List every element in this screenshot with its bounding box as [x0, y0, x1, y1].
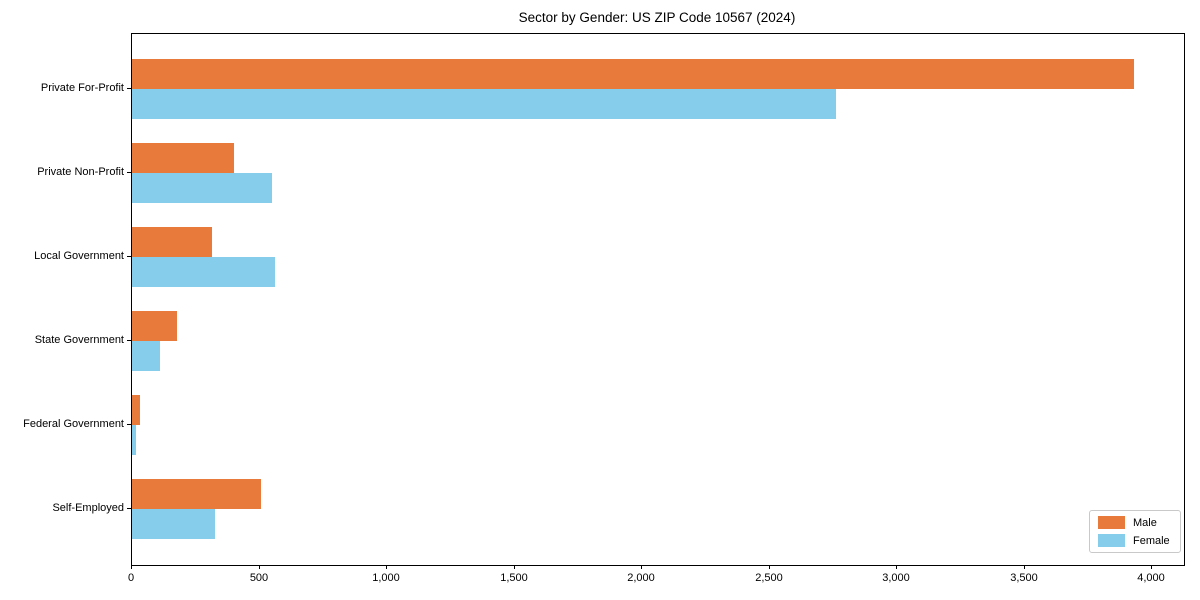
legend-item-male: Male [1098, 516, 1170, 529]
bar-male-private-non-profit [132, 143, 234, 173]
bar-female-private-non-profit [132, 173, 272, 203]
bar-female-federal-government [132, 425, 136, 455]
x-tick-mark [514, 565, 515, 569]
bar-male-federal-government [132, 395, 140, 425]
y-tick-label-self-employed: Self-Employed [52, 502, 124, 514]
x-tick-label-1-000: 1,000 [372, 572, 400, 584]
bar-female-state-government [132, 341, 160, 371]
x-tick-label-0: 0 [127, 572, 135, 584]
legend-swatch-male [1098, 516, 1125, 529]
bar-male-local-government [132, 227, 212, 257]
legend-label-male: Male [1133, 516, 1157, 529]
y-tick-label-private-for-profit: Private For-Profit [40, 82, 124, 94]
x-tick-mark [1151, 565, 1152, 569]
x-tick-mark [641, 565, 642, 569]
bar-male-private-for-profit [132, 59, 1134, 89]
y-tick-mark [127, 256, 131, 257]
y-tick-mark [127, 172, 131, 173]
x-tick-label-2-500: 2,500 [755, 572, 783, 584]
x-tick-label-1-500: 1,500 [500, 572, 528, 584]
x-tick-label-3-500: 3,500 [1010, 572, 1038, 584]
y-tick-mark [127, 508, 131, 509]
x-tick-mark [896, 565, 897, 569]
x-tick-mark [131, 565, 132, 569]
legend-label-female: Female [1133, 534, 1170, 547]
legend: Male Female [1089, 510, 1181, 553]
bar-female-private-for-profit [132, 89, 836, 119]
bar-male-state-government [132, 311, 177, 341]
bar-female-local-government [132, 257, 275, 287]
y-tick-mark [127, 340, 131, 341]
chart-title: Sector by Gender: US ZIP Code 10567 (202… [518, 10, 796, 25]
x-tick-label-3-000: 3,000 [882, 572, 910, 584]
x-tick-label-2-000: 2,000 [627, 572, 655, 584]
bar-male-self-employed [132, 479, 261, 509]
plot-area [131, 33, 1185, 566]
x-tick-mark [259, 565, 260, 569]
x-tick-label-4-000: 4,000 [1137, 572, 1165, 584]
y-tick-label-federal-government: Federal Government [23, 418, 124, 430]
y-tick-label-state-government: State Government [34, 334, 124, 346]
legend-swatch-female [1098, 534, 1125, 547]
y-tick-label-private-non-profit: Private Non-Profit [37, 166, 124, 178]
x-tick-mark [1024, 565, 1025, 569]
x-tick-mark [769, 565, 770, 569]
x-tick-label-500: 500 [249, 572, 269, 584]
x-tick-mark [386, 565, 387, 569]
bar-female-self-employed [132, 509, 215, 539]
y-tick-label-local-government: Local Government [34, 250, 124, 262]
legend-item-female: Female [1098, 534, 1170, 547]
y-tick-mark [127, 424, 131, 425]
y-tick-mark [127, 88, 131, 89]
